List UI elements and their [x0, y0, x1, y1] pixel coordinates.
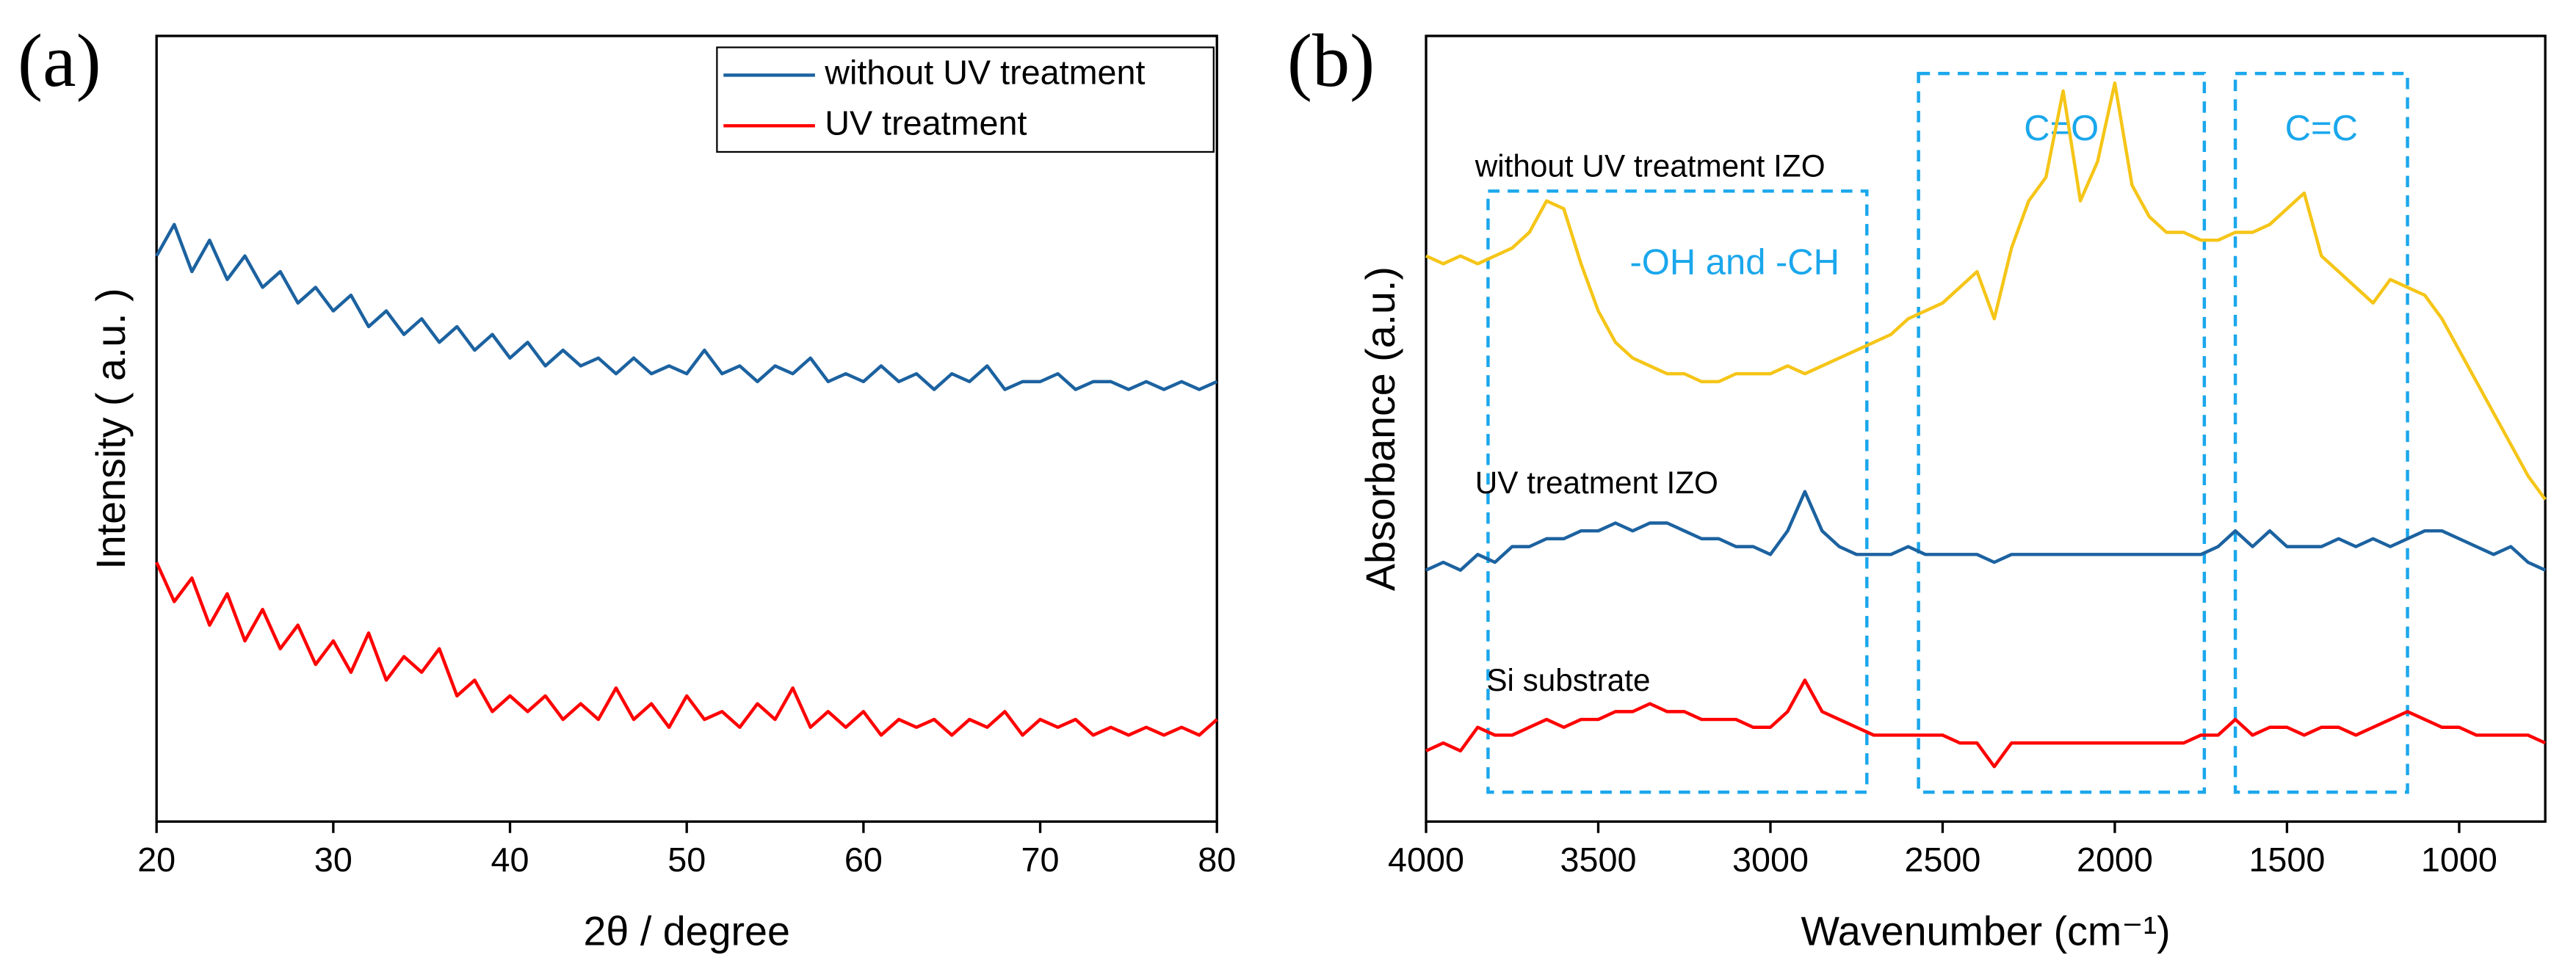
x-axis-title: Wavenumber (cm⁻¹) — [1801, 908, 2171, 954]
series-label: Si substrate — [1486, 663, 1650, 697]
x-tick-label: 40 — [491, 841, 529, 879]
data-line — [1425, 678, 2547, 769]
x-tick-label: 30 — [314, 841, 352, 879]
data-line — [1425, 81, 2547, 501]
x-tick-label: 70 — [1021, 841, 1060, 879]
x-tick-label: 4000 — [1388, 841, 1464, 879]
panel-label: (b) — [1287, 20, 1375, 103]
plot-frame — [1425, 35, 2547, 823]
x-tick-label: 1000 — [2421, 841, 2497, 879]
x-tick-label: 2000 — [2077, 841, 2153, 879]
x-tick-label: 20 — [137, 841, 176, 879]
x-tick-label: 3500 — [1560, 841, 1637, 879]
x-tick-label: 50 — [667, 841, 706, 879]
x-tick-label: 80 — [1198, 841, 1236, 879]
data-line — [1425, 490, 2547, 572]
x-tick-label: 3000 — [1732, 841, 1809, 879]
region-label: C=C — [2285, 109, 2358, 148]
x-axis-title: 2θ / degree — [584, 908, 790, 954]
region-label: C=O — [2024, 109, 2099, 148]
legend-box — [716, 46, 1215, 153]
region-box — [1917, 71, 2207, 794]
legend-label: without UV treatment — [824, 54, 1145, 92]
panel-label: (a) — [18, 20, 101, 103]
data-line — [155, 222, 1218, 391]
y-axis-title: Absorbance (a.u.) — [1358, 266, 1403, 591]
x-tick-label: 1500 — [2248, 841, 2325, 879]
region-box — [2233, 71, 2409, 794]
y-axis-title: Intensity ( a.u. ) — [88, 288, 134, 569]
x-tick-label: 2500 — [1904, 841, 1980, 879]
series-label: without UV treatment IZO — [1475, 148, 1826, 183]
series-label: UV treatment IZO — [1475, 465, 1718, 500]
legend-label: UV treatment — [825, 104, 1027, 142]
background — [7, 0, 2569, 980]
data-line — [155, 562, 1218, 737]
x-tick-label: 60 — [844, 841, 883, 879]
region-label: -OH and -CH — [1629, 242, 1839, 282]
